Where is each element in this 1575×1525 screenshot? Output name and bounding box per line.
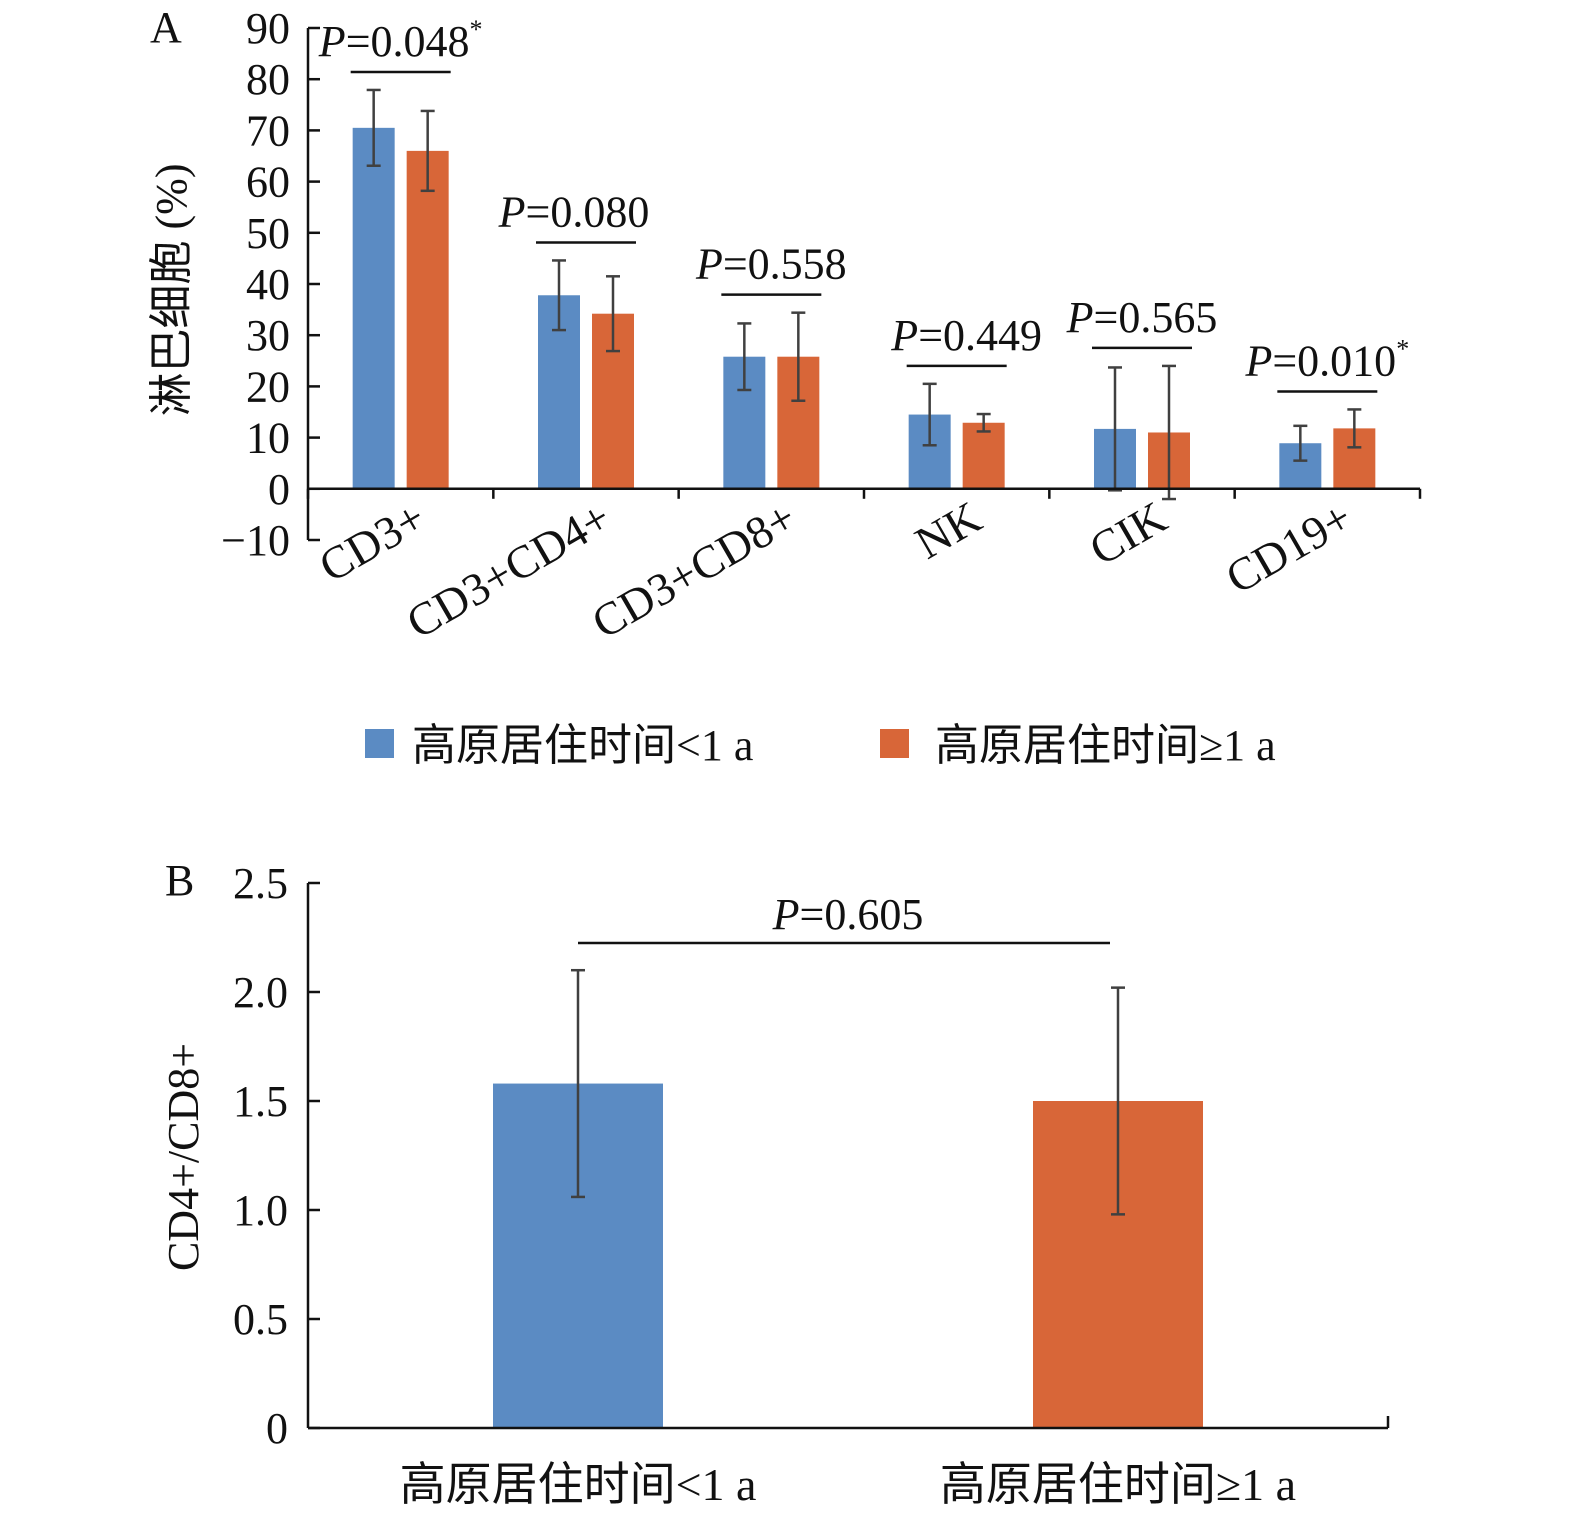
panel-b-y-ticks: 0 0.5 1.0 1.5 2.0 2.5 (233, 859, 320, 1453)
panel-a-legend: 高原居住时间<1 a 高原居住时间≥1 a (365, 721, 1276, 770)
p-value-CD3+-p: P (318, 17, 346, 66)
panel-a-y-tick-label: 60 (246, 158, 290, 207)
x-label-group-2: 高原居住时间≥1 a (940, 1459, 1296, 1510)
x-label-CD3+CD4+: CD3+CD4+ (398, 491, 619, 648)
panel-a-bars (352, 127, 1376, 489)
panel-b-y-tick-label: 2.5 (233, 859, 288, 908)
panel-a-y-tick-label: 10 (246, 414, 290, 463)
panel-a-y-tick-label: 20 (246, 362, 290, 411)
p-value-NK-p: P (890, 311, 918, 360)
p-value-CD19+-value: =0.010 (1272, 336, 1396, 385)
panel-a-y-tick-label: 80 (246, 55, 290, 104)
panel-a-y-tick-label: 40 (246, 260, 290, 309)
x-label-CIK: CIK (1081, 491, 1175, 575)
p-value-ratio-p: P (772, 890, 800, 939)
x-label-CD19+: CD19+ (1217, 491, 1360, 603)
p-value-CD3+CD8+: P=0.558 (695, 240, 847, 289)
x-label-NK: NK (907, 491, 990, 568)
panel-b-y-tick-label: 0 (266, 1404, 288, 1453)
p-value-CD3+-mark: * (470, 15, 483, 44)
p-value-ratio: P=0.605 (772, 890, 924, 939)
p-value-CD3+CD4+: P=0.080 (498, 187, 650, 236)
panel-b-error-bars (571, 968, 1125, 1216)
legend-swatch-series-2 (880, 729, 909, 758)
panel-a-y-tick-label: 50 (246, 209, 290, 258)
p-value-CIK-p: P (1066, 293, 1094, 342)
x-label-CD3+: CD3+ (310, 491, 433, 592)
panel-a-y-tick-label: 90 (246, 4, 290, 53)
p-value-CD3+: P=0.048* (318, 15, 483, 66)
x-label-group-1: 高原居住时间<1 a (400, 1459, 757, 1510)
panel-a-label: A (150, 3, 182, 52)
panel-a-error-bars (366, 88, 1362, 501)
p-value-CIK-value: =0.565 (1094, 293, 1218, 342)
p-value-CD3+-value: =0.048 (346, 17, 470, 66)
panel-b-y-tick-label: 2.0 (233, 968, 288, 1017)
p-value-CD3+CD4+-value: =0.080 (526, 187, 650, 236)
bar-CD3+-series-2 (406, 150, 449, 489)
panel-a-y-axis-title: 淋巴细胞 (%) (147, 164, 196, 417)
panel-b-chart: B CD4+/CD8+ 0 0.5 1.0 1.5 2.0 2.5 P=0.605 高原居… (159, 856, 1390, 1510)
p-value-CIK: P=0.565 (1066, 293, 1218, 342)
p-value-CD19+-mark: * (1396, 334, 1409, 363)
p-value-NK-value: =0.449 (918, 311, 1042, 360)
p-value-ratio-value: =0.605 (800, 890, 924, 939)
p-value-NK: P=0.449 (890, 311, 1042, 360)
x-label-CD3+CD8+: CD3+CD8+ (583, 491, 804, 648)
p-value-CD19+: P=0.010* (1244, 334, 1409, 385)
panel-b-p-value: P=0.605 (578, 890, 1110, 945)
panel-b-y-axis-title: CD4+/CD8+ (159, 1043, 208, 1271)
bar-CD3+-series-1 (352, 127, 395, 489)
p-value-CD3+CD8+-p: P (695, 240, 723, 289)
panel-b-y-tick-label: 1.5 (233, 1077, 288, 1126)
panel-b-label: B (165, 856, 194, 905)
bar-NK-series-2 (962, 422, 1005, 489)
legend-label-series-1: 高原居住时间<1 a (412, 721, 753, 770)
panel-b-y-tick-label: 0.5 (233, 1295, 288, 1344)
legend-label-series-2: 高原居住时间≥1 a (935, 721, 1276, 770)
p-value-CD3+CD8+-value: =0.558 (723, 240, 847, 289)
panel-a-x-labels: CD3+CD3+CD4+CD3+CD8+ NK CIK CD19+ (310, 491, 1360, 648)
legend-swatch-series-1 (365, 729, 394, 758)
panel-a-y-tick-label: 70 (246, 106, 290, 155)
panel-b-bars (493, 1083, 1203, 1428)
panel-b-axes (306, 883, 1390, 1430)
panel-a-axes (306, 28, 1422, 540)
panel-a-y-tick-label: 30 (246, 311, 290, 360)
panel-a-y-tick-label: 0 (268, 465, 290, 514)
panel-a-y-tick-label: −10 (221, 516, 290, 565)
panel-b-y-tick-label: 1.0 (233, 1186, 288, 1235)
panel-b-x-labels: 高原居住时间<1 a 高原居住时间≥1 a (400, 1459, 1297, 1510)
p-value-CD3+CD4+-p: P (498, 187, 526, 236)
p-value-CD19+-p: P (1244, 336, 1272, 385)
